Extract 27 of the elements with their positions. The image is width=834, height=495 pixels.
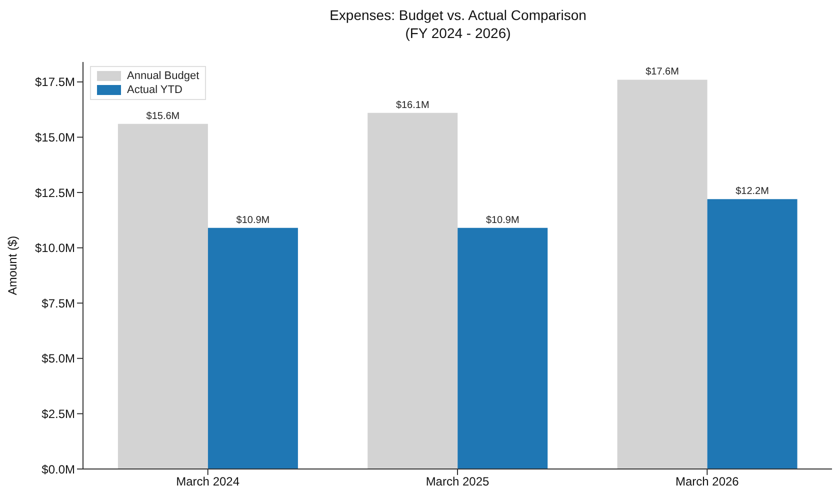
data-label: $17.6M — [646, 66, 679, 78]
legend-label: Actual YTD — [127, 83, 182, 97]
y-tick-label: $2.5M — [42, 406, 75, 421]
data-label: $16.1M — [396, 100, 430, 111]
y-tick-label: $7.5M — [42, 296, 75, 310]
bar — [707, 199, 798, 469]
y-axis-title: Amount ($) — [5, 236, 20, 296]
y-tick-label: $5.0M — [42, 352, 75, 366]
data-label: $10.9M — [236, 214, 270, 226]
chart-title: Expenses: Budget vs. Actual Comparison (FY 2024 - 2026) — [328, 6, 588, 42]
y-tick-label: $15.0M — [34, 130, 75, 144]
x-tick-label: March 2025 — [426, 474, 490, 489]
y-tick-label: $0.0M — [42, 462, 75, 476]
x-tick-label: March 2024 — [176, 474, 240, 489]
data-label: $12.2M — [736, 186, 769, 198]
bar — [118, 124, 208, 469]
data-label: $10.9M — [486, 214, 520, 226]
bar — [458, 228, 548, 469]
legend-label: Annual Budget — [127, 69, 200, 83]
bar — [617, 80, 708, 469]
y-tick-label: $10.0M — [34, 241, 75, 256]
y-tick-label: $17.5M — [34, 75, 75, 90]
bar — [368, 112, 458, 469]
x-tick-label: March 2026 — [675, 474, 740, 489]
data-label: $15.6M — [146, 110, 180, 122]
y-tick-label: $12.5M — [34, 186, 75, 200]
bar — [208, 228, 298, 469]
